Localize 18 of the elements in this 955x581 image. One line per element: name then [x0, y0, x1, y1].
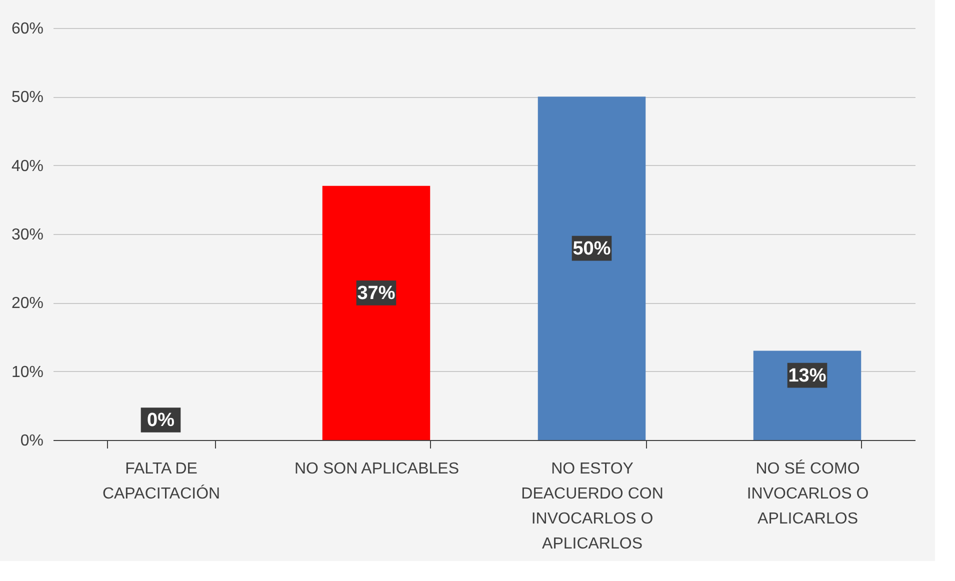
x-tick-label: NO SON APLICABLES: [294, 460, 460, 478]
y-tick-label: 0%: [20, 432, 44, 450]
data-label: 50%: [572, 238, 611, 260]
data-label: 37%: [357, 282, 396, 304]
x-tick-label: FALTA DE CAPACITACIÓN: [102, 460, 220, 502]
data-label: 13%: [788, 365, 826, 386]
y-tick-label: 60%: [11, 20, 44, 38]
x-tick-label: NO ESTOY DEACUERDO CON INVOCARLOS O APLICARLOS: [521, 460, 664, 552]
bar: [538, 96, 646, 440]
y-tick-label: 50%: [11, 89, 44, 106]
data-label: 0%: [147, 410, 175, 431]
bar: [322, 186, 430, 440]
bar: [753, 350, 862, 440]
y-tick-label: 20%: [11, 295, 44, 312]
y-tick-label: 40%: [11, 158, 44, 175]
y-tick-label: 10%: [11, 364, 44, 381]
y-tick-label: 30%: [11, 226, 44, 244]
x-tick-label: NO SÉ COMO INVOCARLOS O APLICARLOS: [746, 460, 869, 528]
